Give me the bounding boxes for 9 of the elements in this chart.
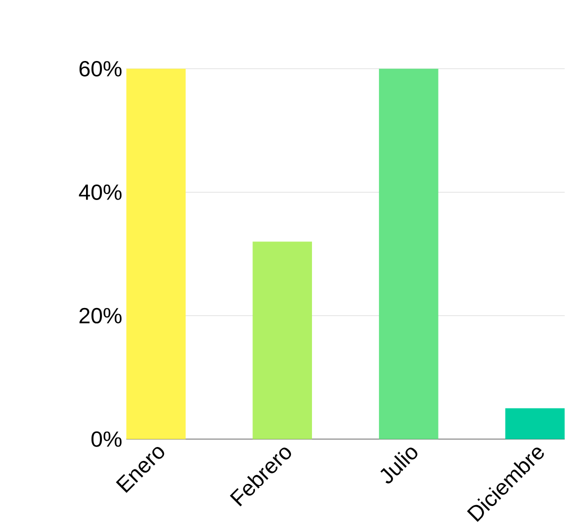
- y-tick-label: 20%: [80, 308, 122, 324]
- bar: [252, 242, 312, 440]
- y-tick-label: 60%: [80, 61, 122, 77]
- y-tick-label: 0%: [91, 431, 122, 447]
- x-tick-label: Julio: [380, 448, 418, 484]
- y-tick-label: 40%: [78, 184, 122, 200]
- bar: [505, 408, 565, 440]
- bar: [126, 68, 186, 440]
- bar: [378, 68, 438, 440]
